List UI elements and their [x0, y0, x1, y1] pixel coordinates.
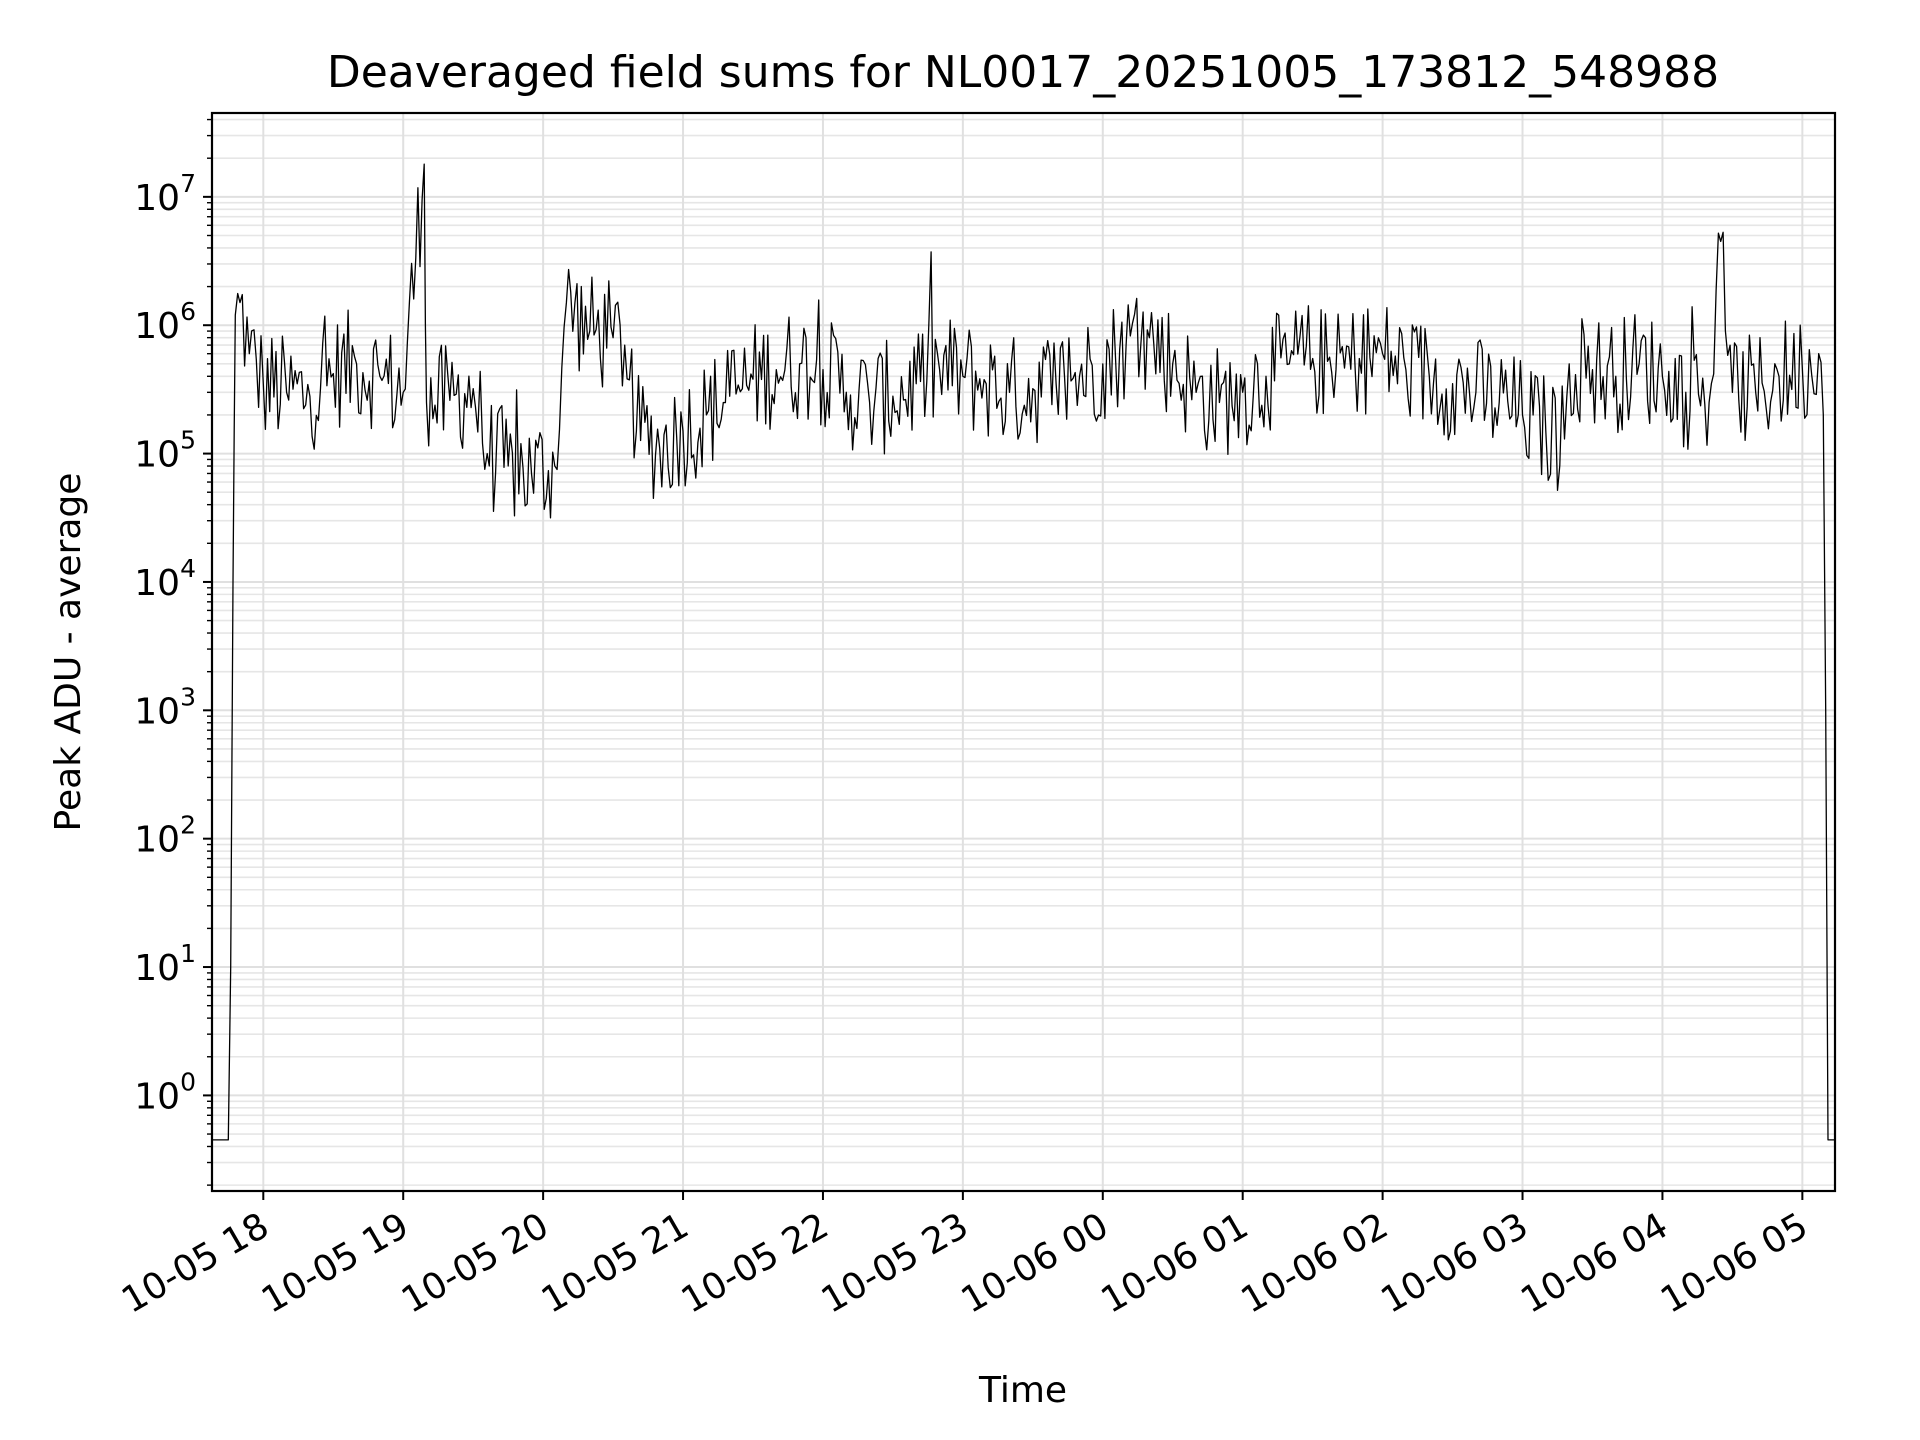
chart-title: Deaveraged field sums for NL0017_2025100…	[327, 47, 1719, 98]
y-tick-label: 102	[134, 811, 196, 861]
y-tick-label: 104	[134, 554, 196, 604]
y-axis: 100 101 102 103 104 105 106 107	[134, 118, 212, 1186]
y-tick-label: 106	[134, 297, 196, 347]
y-tick-label: 100	[134, 1067, 196, 1117]
grid	[212, 113, 1835, 1191]
series-line-0	[212, 163, 1835, 1141]
x-axis-label: Time	[978, 1370, 1067, 1411]
plot-frame	[210, 111, 1837, 1193]
y-tick-label: 101	[134, 939, 196, 989]
series-layer	[212, 163, 1835, 1141]
y-tick-label: 107	[134, 169, 196, 219]
y-tick-label: 103	[134, 682, 196, 732]
y-tick-label: 105	[134, 426, 196, 476]
y-axis-label: Peak ADU - average	[48, 473, 89, 832]
